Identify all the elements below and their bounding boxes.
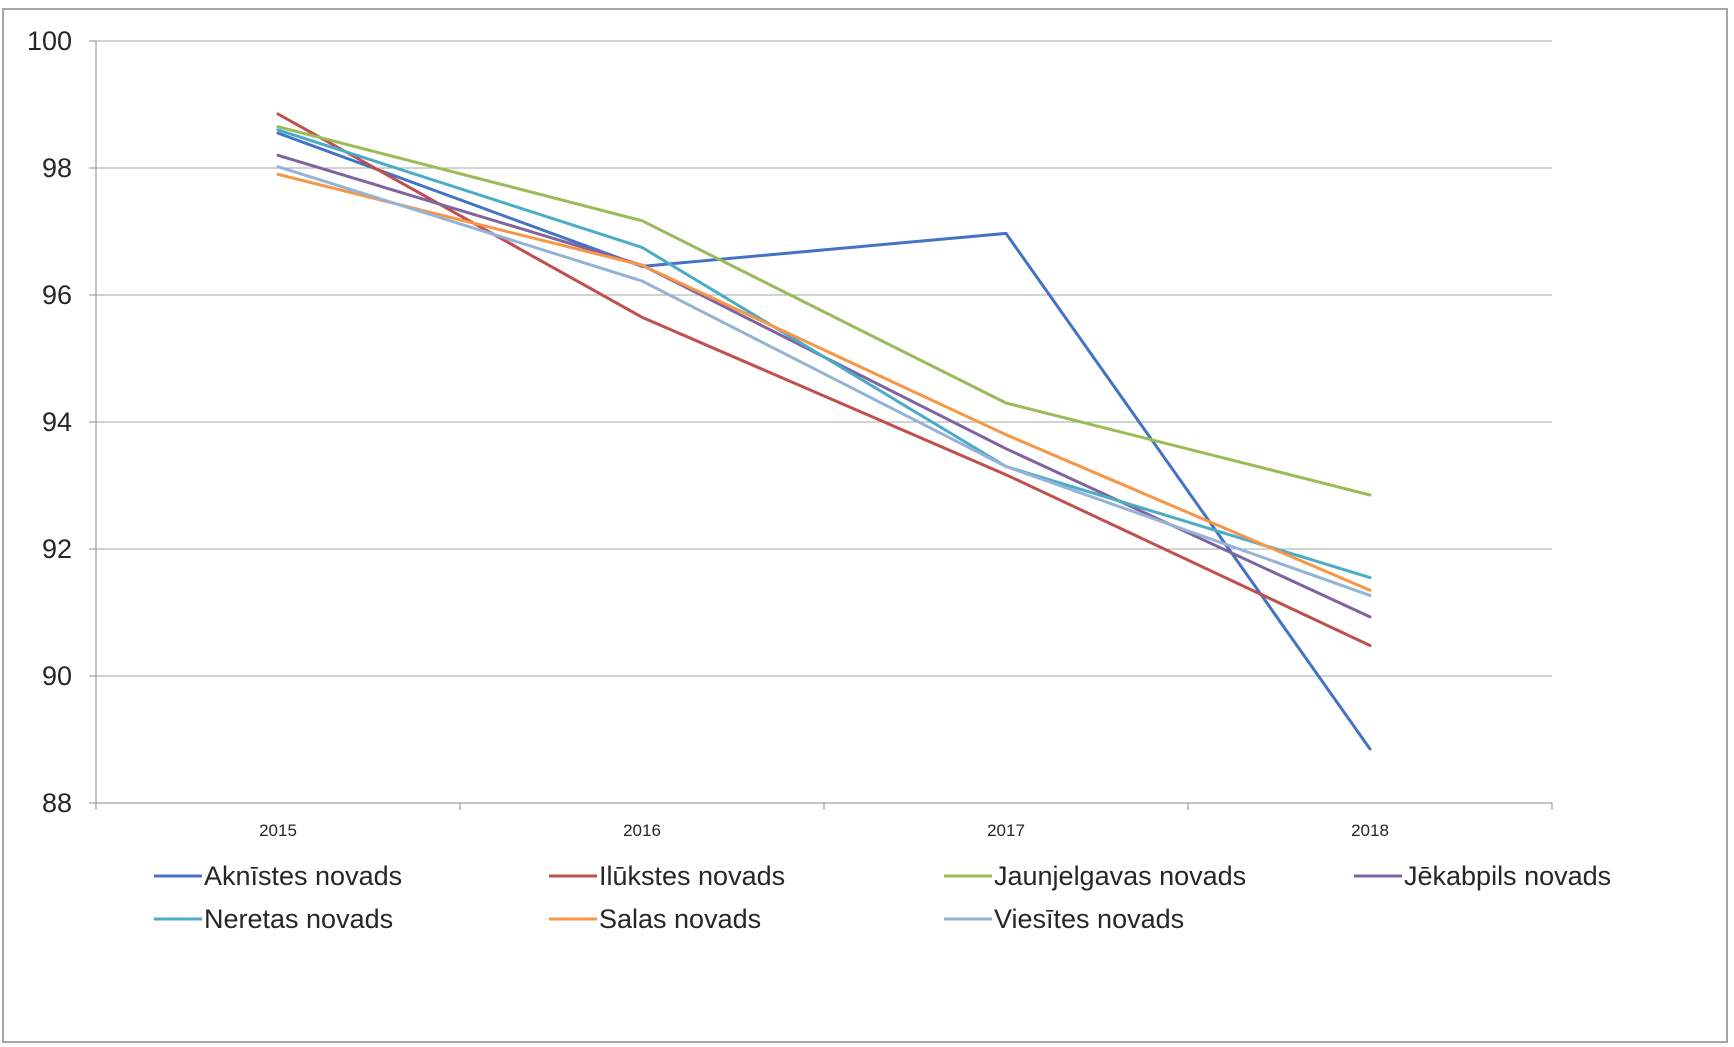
y-tick-label: 92 [42, 534, 72, 564]
series-lines [276, 112, 1372, 751]
series-line-4 [276, 153, 1372, 619]
axes [89, 40, 1553, 810]
legend-item: Ilūkstes novads [549, 861, 785, 891]
x-tick-labels: 2015 2016 2017 2018 [259, 821, 1389, 840]
x-tick-label: 2015 [259, 821, 297, 840]
legend-item: Salas novads [549, 904, 761, 934]
y-tick-label: 88 [42, 788, 72, 818]
gridlines [96, 40, 1552, 677]
legend-label: Salas novads [599, 904, 761, 934]
line-chart: 100 98 96 94 92 90 88 2015 2016 2017 2018 Aknīste… [27, 26, 1611, 934]
y-tick-label: 90 [42, 661, 72, 691]
legend-label: Viesītes novads [994, 904, 1184, 934]
series-line-5 [276, 128, 1372, 580]
legend-item: Neretas novads [154, 904, 393, 934]
legend: Aknīstes novads Ilūkstes novads Jaunjelgav… [154, 861, 1611, 934]
chart-frame: 100 98 96 94 92 90 88 2015 2016 2017 2018 Aknīste… [2, 8, 1728, 1043]
y-tick-label: 94 [42, 407, 72, 437]
x-tick-label: 2018 [1351, 821, 1389, 840]
legend-item: Viesītes novads [944, 904, 1184, 934]
legend-label: Ilūkstes novads [599, 861, 785, 891]
series-line-6 [276, 172, 1372, 592]
legend-label: Aknīstes novads [204, 861, 402, 891]
x-tick-label: 2017 [987, 821, 1025, 840]
legend-item: Jaunjelgavas novads [944, 861, 1246, 891]
series-line-2 [276, 112, 1372, 647]
y-tick-label: 100 [27, 26, 72, 56]
series-line-1 [276, 131, 1372, 751]
legend-item: Aknīstes novads [154, 861, 402, 891]
legend-label: Jēkabpils novads [1404, 861, 1611, 891]
y-tick-label: 96 [42, 280, 72, 310]
legend-label: Jaunjelgavas novads [994, 861, 1246, 891]
series-line-3 [276, 125, 1372, 497]
series-line-7 [276, 165, 1372, 597]
legend-item: Jēkabpils novads [1354, 861, 1611, 891]
y-tick-labels: 100 98 96 94 92 90 88 [27, 26, 72, 818]
y-tick-label: 98 [42, 153, 72, 183]
x-tick-label: 2016 [623, 821, 661, 840]
legend-label: Neretas novads [204, 904, 393, 934]
